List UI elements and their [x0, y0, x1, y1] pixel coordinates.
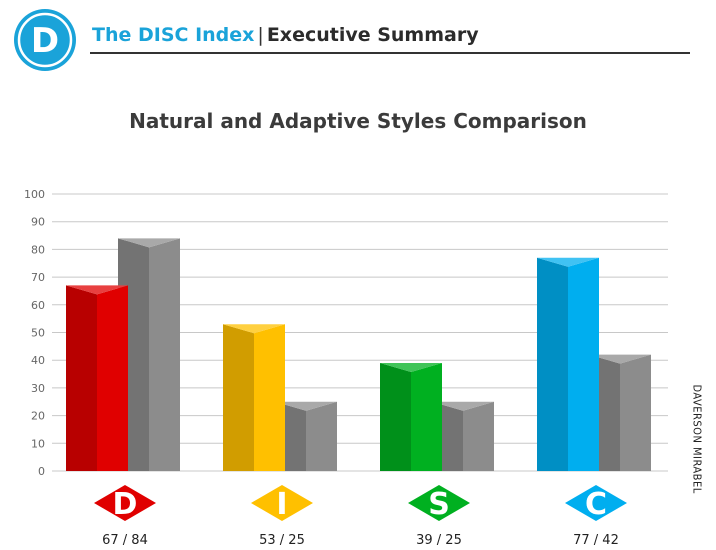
bar-natural-I	[223, 324, 285, 471]
disc-logo: D	[14, 9, 76, 71]
y-tick-label: 0	[38, 465, 45, 478]
person-name: DAVERSON MIRABEL	[690, 384, 704, 494]
logo-letter: D	[31, 21, 59, 61]
value-label: 39 / 25	[416, 533, 462, 548]
y-tick-label: 100	[24, 188, 45, 201]
bar-natural-D	[66, 285, 128, 471]
y-tick-label: 50	[31, 327, 45, 340]
category-letter: C	[585, 487, 607, 522]
value-label: 67 / 84	[102, 533, 148, 548]
category-letter: I	[276, 487, 287, 522]
y-tick-label: 60	[31, 299, 45, 312]
y-tick-label: 40	[31, 354, 45, 367]
header-separator: |	[257, 24, 264, 46]
bar-natural-C	[537, 257, 599, 471]
header-title: The DISC Index | Executive Summary	[92, 24, 479, 46]
diamond-d	[94, 485, 156, 521]
value-label: 53 / 25	[259, 533, 305, 548]
header-rule	[90, 52, 690, 54]
diamond-s	[408, 485, 470, 521]
category-letter: D	[113, 487, 138, 522]
value-label: 77 / 42	[573, 533, 619, 548]
diamond-c	[565, 485, 627, 521]
y-tick-label: 80	[31, 243, 45, 256]
chart-title: Natural and Adaptive Styles Comparison	[129, 109, 587, 133]
y-tick-label: 30	[31, 382, 45, 395]
brand-name: The DISC Index	[92, 24, 255, 46]
y-tick-label: 70	[31, 271, 45, 284]
y-tick-label: 20	[31, 410, 45, 423]
y-tick-label: 90	[31, 216, 45, 229]
section-name: Executive Summary	[266, 24, 479, 46]
diamond-i	[251, 485, 313, 521]
category-letter: S	[428, 487, 450, 522]
bar-natural-S	[380, 362, 442, 471]
y-tick-label: 10	[31, 437, 45, 450]
